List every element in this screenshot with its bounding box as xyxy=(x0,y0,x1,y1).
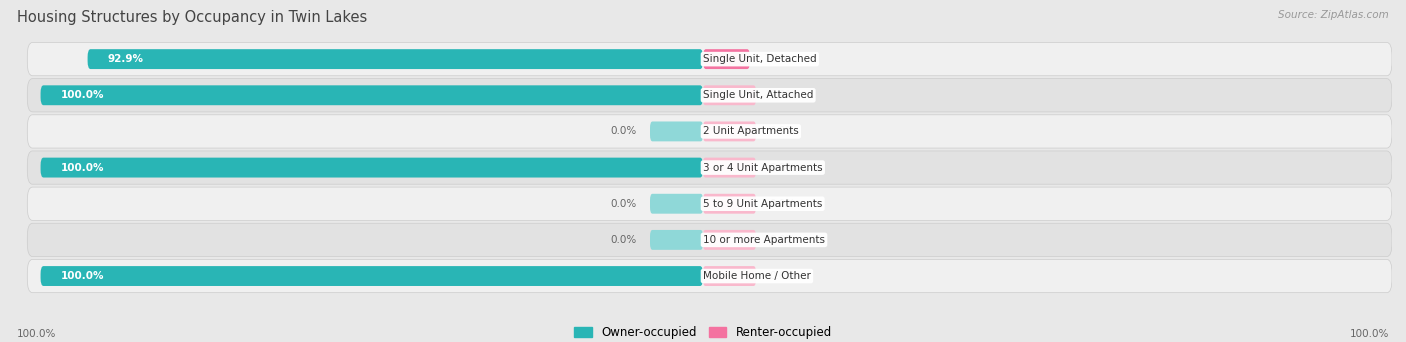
FancyBboxPatch shape xyxy=(41,158,703,177)
FancyBboxPatch shape xyxy=(27,260,1392,293)
FancyBboxPatch shape xyxy=(41,266,703,286)
Text: 0.0%: 0.0% xyxy=(769,235,796,245)
Text: 5 to 9 Unit Apartments: 5 to 9 Unit Apartments xyxy=(703,199,823,209)
Text: 100.0%: 100.0% xyxy=(60,90,104,100)
FancyBboxPatch shape xyxy=(650,230,703,250)
FancyBboxPatch shape xyxy=(27,187,1392,220)
Text: 100.0%: 100.0% xyxy=(1350,329,1389,339)
Text: 0.0%: 0.0% xyxy=(769,271,796,281)
FancyBboxPatch shape xyxy=(703,230,756,250)
FancyBboxPatch shape xyxy=(27,223,1392,256)
Text: 0.0%: 0.0% xyxy=(769,90,796,100)
Text: 3 or 4 Unit Apartments: 3 or 4 Unit Apartments xyxy=(703,162,823,173)
Text: Mobile Home / Other: Mobile Home / Other xyxy=(703,271,811,281)
FancyBboxPatch shape xyxy=(703,121,756,141)
FancyBboxPatch shape xyxy=(703,266,756,286)
FancyBboxPatch shape xyxy=(703,49,749,69)
Text: Source: ZipAtlas.com: Source: ZipAtlas.com xyxy=(1278,10,1389,20)
FancyBboxPatch shape xyxy=(27,151,1392,184)
FancyBboxPatch shape xyxy=(87,49,703,69)
FancyBboxPatch shape xyxy=(650,121,703,141)
FancyBboxPatch shape xyxy=(703,194,756,214)
FancyBboxPatch shape xyxy=(703,158,756,177)
FancyBboxPatch shape xyxy=(703,86,756,105)
Text: 2 Unit Apartments: 2 Unit Apartments xyxy=(703,127,799,136)
FancyBboxPatch shape xyxy=(27,79,1392,112)
Legend: Owner-occupied, Renter-occupied: Owner-occupied, Renter-occupied xyxy=(569,321,837,342)
Text: 100.0%: 100.0% xyxy=(17,329,56,339)
Text: 0.0%: 0.0% xyxy=(769,162,796,173)
FancyBboxPatch shape xyxy=(27,42,1392,76)
Text: 7.1%: 7.1% xyxy=(763,54,790,64)
Text: Single Unit, Detached: Single Unit, Detached xyxy=(703,54,817,64)
Text: 92.9%: 92.9% xyxy=(107,54,143,64)
Text: 100.0%: 100.0% xyxy=(60,162,104,173)
Text: 0.0%: 0.0% xyxy=(610,127,637,136)
FancyBboxPatch shape xyxy=(650,194,703,214)
Text: 0.0%: 0.0% xyxy=(769,199,796,209)
FancyBboxPatch shape xyxy=(41,86,703,105)
Text: 0.0%: 0.0% xyxy=(610,199,637,209)
Text: 0.0%: 0.0% xyxy=(610,235,637,245)
Text: 100.0%: 100.0% xyxy=(60,271,104,281)
Text: 0.0%: 0.0% xyxy=(769,127,796,136)
FancyBboxPatch shape xyxy=(27,115,1392,148)
Text: Housing Structures by Occupancy in Twin Lakes: Housing Structures by Occupancy in Twin … xyxy=(17,10,367,25)
Text: Single Unit, Attached: Single Unit, Attached xyxy=(703,90,814,100)
Text: 10 or more Apartments: 10 or more Apartments xyxy=(703,235,825,245)
